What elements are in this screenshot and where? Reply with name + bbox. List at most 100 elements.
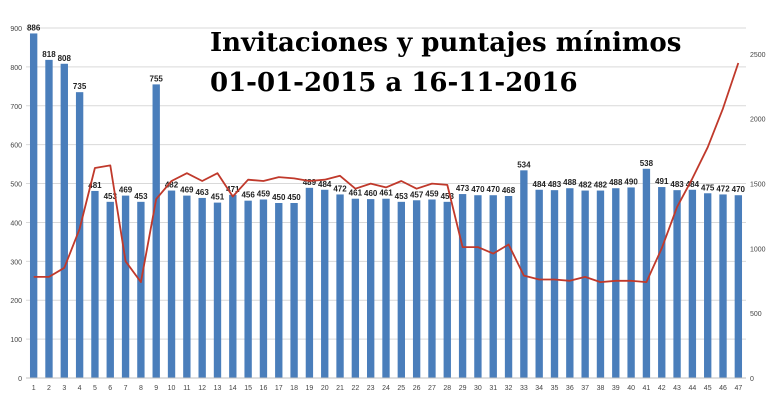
- bar: [642, 168, 651, 378]
- bar: [535, 189, 543, 378]
- x-tick-label: 46: [719, 385, 727, 392]
- bar: [443, 201, 451, 378]
- bar-data-label: 463: [195, 188, 209, 197]
- x-tick-label: 7: [124, 385, 128, 392]
- x-tick-label: 45: [704, 385, 712, 392]
- x-tick-label: 42: [658, 385, 666, 392]
- x-tick-label: 30: [474, 385, 482, 392]
- y-right-tick-label: 500: [750, 311, 762, 318]
- bar: [596, 190, 605, 378]
- bar: [75, 92, 84, 379]
- bar: [704, 193, 712, 378]
- bar: [658, 187, 666, 378]
- x-tick-label: 22: [351, 385, 359, 392]
- bar: [121, 195, 130, 378]
- bar: [244, 200, 252, 378]
- x-tick-label: 40: [627, 385, 635, 392]
- bar-data-label: 483: [670, 180, 684, 189]
- bar: [321, 189, 329, 378]
- bar: [336, 194, 344, 378]
- bar: [106, 201, 114, 378]
- x-tick-label: 8: [139, 385, 143, 392]
- bar: [612, 188, 620, 378]
- bar-data-label: 491: [655, 177, 669, 186]
- x-tick-label: 27: [428, 385, 436, 392]
- bar-data-label: 472: [716, 184, 730, 193]
- x-tick-label: 19: [306, 385, 314, 392]
- bar: [412, 200, 421, 378]
- bar: [259, 199, 268, 378]
- bar: [673, 190, 681, 378]
- bar-data-label: 461: [379, 189, 393, 198]
- bar-data-label: 482: [165, 181, 179, 190]
- bar: [719, 194, 727, 378]
- bar-data-label: 473: [456, 184, 470, 193]
- bar-data-label: 450: [272, 193, 286, 202]
- axes: 0 100 200 300 400 500 600 700 800 900 0 500 1000 1500…: [10, 26, 765, 392]
- bar: [275, 203, 283, 378]
- x-tick-label: 38: [597, 385, 605, 392]
- x-tick-label: 9: [154, 385, 158, 392]
- bar: [688, 189, 697, 378]
- x-tick-label: 37: [581, 385, 589, 392]
- x-tick-label: 4: [78, 385, 82, 392]
- bar-data-label: 484: [686, 180, 700, 189]
- y-left-tick-label: 600: [10, 143, 22, 150]
- bar-data-label: 475: [701, 183, 715, 192]
- bar-data-label: 488: [609, 178, 623, 187]
- y-left-tick-label: 500: [10, 182, 22, 189]
- x-tick-label: 39: [612, 385, 620, 392]
- bar-data-label: 489: [303, 178, 317, 187]
- x-tick-label: 24: [382, 385, 390, 392]
- y-right-tick-label: 1000: [750, 246, 766, 253]
- bar: [397, 201, 405, 378]
- x-tick-label: 29: [459, 385, 467, 392]
- x-tick-label: 15: [244, 385, 252, 392]
- y-right-tick-label: 1500: [750, 182, 766, 189]
- y-right-tick-label: 0: [750, 376, 754, 383]
- y-left-tick-label: 700: [10, 104, 22, 111]
- bar: [428, 199, 436, 378]
- x-tick-label: 47: [734, 385, 742, 392]
- y-left-tick-label: 900: [10, 26, 22, 33]
- bar-data-label: 453: [134, 192, 148, 201]
- x-tick-label: 44: [688, 385, 696, 392]
- bar-data-label: 468: [502, 186, 516, 195]
- bar-data-label: 755: [150, 74, 164, 83]
- bar-data-label: 460: [364, 189, 378, 198]
- bar-data-label: 453: [441, 192, 455, 201]
- bar-data-label: 481: [88, 181, 102, 190]
- bar: [734, 195, 743, 378]
- y-left-tick-label: 800: [10, 65, 22, 72]
- y-right-tick-label: 2000: [750, 117, 766, 124]
- bar: [550, 190, 559, 378]
- bar-data-label: 735: [73, 82, 87, 91]
- chart-subtitle: 01-01-2015 a 16-11-2016: [210, 68, 578, 98]
- x-tick-label: 3: [62, 385, 66, 392]
- x-tick-label: 10: [168, 385, 176, 392]
- x-tick-label: 16: [260, 385, 268, 392]
- bar-data-label: 470: [732, 185, 746, 194]
- x-tick-label: 5: [93, 385, 97, 392]
- bar-data-label: 457: [410, 190, 424, 199]
- x-tick-label: 41: [643, 385, 651, 392]
- bar: [627, 187, 635, 378]
- bar-data-label: 453: [395, 192, 409, 201]
- x-tick-label: 1: [32, 385, 36, 392]
- bar: [167, 190, 176, 378]
- bar-data-label: 482: [594, 181, 608, 190]
- x-tick-label: 23: [367, 385, 375, 392]
- x-tick-label: 36: [566, 385, 574, 392]
- x-tick-label: 43: [673, 385, 681, 392]
- x-tick-label: 6: [108, 385, 112, 392]
- bar-data-label: 534: [517, 160, 531, 169]
- line-series-path: [33, 62, 740, 284]
- y-right-tick-label: 2500: [750, 52, 766, 59]
- bar: [137, 201, 145, 378]
- bar: [198, 197, 206, 378]
- bar-data-label: 808: [58, 54, 72, 63]
- bar: [566, 188, 574, 378]
- bar: [60, 63, 68, 379]
- y-left-tick-label: 200: [10, 298, 22, 305]
